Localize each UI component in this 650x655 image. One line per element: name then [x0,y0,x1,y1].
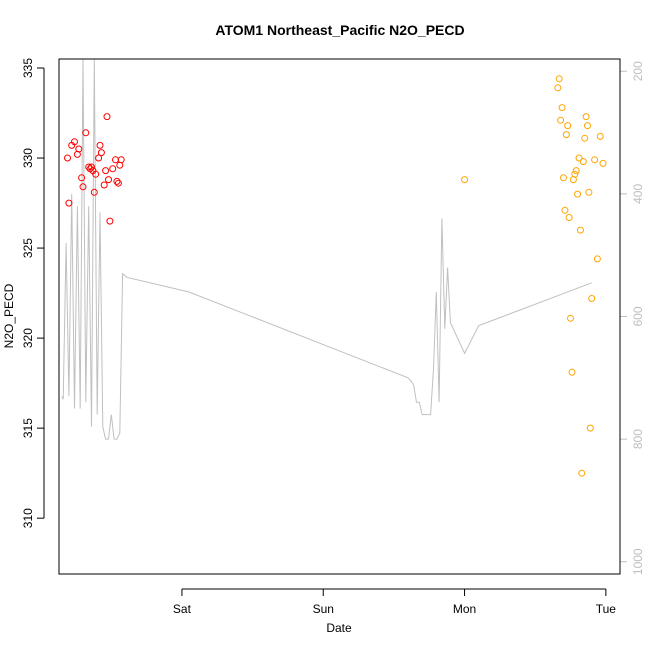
y-axis-label: N2O_PECD [2,283,16,348]
data-point-1-23 [585,188,593,196]
chart-title: ATOM1 Northeast_Pacific N2O_PECD [215,22,464,38]
data-point-1-11 [568,368,576,376]
data-point-0-8 [82,129,90,137]
data-point-0-14 [92,170,100,178]
data-point-1-8 [564,122,572,130]
x-tick-label: Sat [173,602,192,616]
data-point-0-19 [102,167,110,175]
plot-frame [58,58,621,575]
data-point-1-1 [554,84,562,92]
x-tick-label: Sun [313,602,334,616]
y2-tick-label: 400 [631,184,645,204]
data-point-1-17 [576,226,584,234]
data-point-0-3 [71,138,78,146]
data-point-0-22 [106,217,114,225]
data-point-0-18 [100,181,108,189]
x-axis-label: Date [326,621,352,635]
data-point-1-29 [599,159,607,167]
data-point-0-6 [78,174,86,182]
data-point-1-7 [562,131,570,139]
data-point-1-18 [578,469,586,477]
data-point-1-14 [572,167,580,175]
data-point-0-5 [75,145,83,153]
data-point-1-25 [588,295,596,302]
data-point-1-10 [567,314,574,322]
y-tick-label: 310 [21,508,35,528]
data-point-0-26 [114,179,122,187]
y-tick-label: 335 [21,58,35,78]
data-point-0-16 [96,141,104,149]
y-tick-label: 320 [21,328,35,348]
data-point-0-21 [105,176,112,184]
data-point-1-3 [557,116,565,124]
data-point-0-28 [117,156,125,164]
data-point-0-7 [79,183,87,191]
data-point-1-20 [581,134,589,142]
data-point-0-13 [90,188,98,196]
data-point-1-26 [591,156,599,164]
data-point-1-28 [596,132,604,140]
data-point-0-23 [109,165,117,173]
data-point-1-19 [579,158,587,166]
data-point-1-22 [584,122,591,130]
data-point-1-2 [555,75,563,83]
y2-tick-label: 1000 [631,548,645,575]
data-point-0-9 [85,163,93,171]
data-point-1-4 [558,104,566,112]
data-point-0-0 [65,199,73,207]
y2-tick-label: 600 [631,306,645,326]
data-point-0-11 [88,163,95,171]
y-tick-label: 315 [21,418,35,438]
data-point-0-17 [97,149,105,157]
x-tick-label: Tue [596,602,617,616]
y-tick-label: 330 [21,148,35,168]
data-point-0-25 [113,177,121,185]
data-point-1-16 [575,154,583,162]
data-point-1-27 [593,255,601,263]
data-point-1-5 [560,174,567,182]
data-point-1-13 [571,170,579,178]
data-point-0-20 [103,113,111,121]
data-point-1-6 [561,206,569,214]
data-point-1-15 [574,190,582,198]
profile-line [61,58,592,440]
data-point-1-24 [586,424,594,432]
x-tick-label: Mon [453,602,476,616]
data-point-1-0 [461,176,469,184]
data-point-0-1 [64,154,71,162]
data-point-1-21 [582,113,590,121]
y2-tick-label: 800 [631,429,645,449]
data-point-1-9 [565,214,573,221]
y-tick-label: 325 [21,238,35,258]
data-point-0-15 [95,154,103,162]
y2-tick-label: 200 [631,61,645,81]
